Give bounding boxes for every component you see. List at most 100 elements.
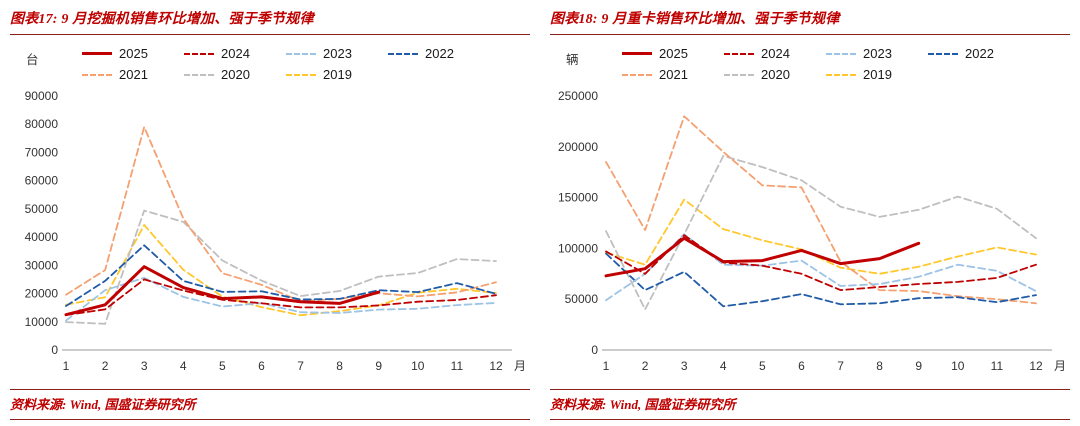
- y-axis-tick-label: 50000: [25, 202, 59, 216]
- legend-swatch-2020: [724, 73, 754, 76]
- x-axis-tick-label: 6: [798, 359, 805, 373]
- legend: 2025 2024 2023 2022 2021 2020 2019: [82, 43, 514, 85]
- legend-swatch-2024: [724, 52, 754, 55]
- y-axis-tick-label: 30000: [25, 258, 59, 272]
- x-axis-tick-label: 9: [915, 359, 922, 373]
- series-line-2023: [65, 276, 497, 322]
- y-axis-tick-label: 90000: [25, 89, 59, 103]
- legend-swatch-2025: [82, 52, 112, 55]
- panel-excavator-sales: 图表17: 9 月挖掘机销售环比增加、强于季节规律 台 2025 2024 2023…: [10, 6, 530, 420]
- series-line-2022: [65, 244, 497, 307]
- legend-swatch-2020: [184, 73, 214, 76]
- x-axis-tick-label: 6: [258, 359, 265, 373]
- legend-label: 2021: [119, 67, 148, 82]
- series-line-2021: [65, 126, 497, 303]
- x-axis-tick-label: 4: [720, 359, 727, 373]
- legend: 2025 2024 2023 2022 2021 2020 2019: [622, 43, 1054, 85]
- x-axis-unit-label: 月: [1054, 359, 1066, 373]
- legend-item-2022: 2022: [388, 43, 490, 64]
- source-note: 资料来源: Wind, 国盛证券研究所: [550, 389, 1070, 420]
- legend-label: 2019: [863, 67, 892, 82]
- x-axis-tick-label: 1: [63, 359, 70, 373]
- x-axis-tick-label: 2: [102, 359, 109, 373]
- legend-label: 2022: [965, 46, 994, 61]
- x-axis-tick-label: 4: [180, 359, 187, 373]
- x-axis-tick-label: 8: [336, 359, 343, 373]
- legend-swatch-2021: [82, 73, 112, 76]
- legend-item-2020: 2020: [184, 64, 286, 85]
- y-axis-tick-label: 80000: [25, 117, 59, 131]
- series-line-2020: [605, 155, 1037, 311]
- y-axis-tick-label: 50000: [565, 292, 599, 306]
- x-axis-tick-label: 3: [141, 359, 148, 373]
- legend-label: 2022: [425, 46, 454, 61]
- x-axis-tick-label: 7: [837, 359, 844, 373]
- series-line-2019: [65, 224, 497, 317]
- legend-item-2022: 2022: [928, 43, 1030, 64]
- legend-swatch-2019: [826, 73, 856, 76]
- legend-swatch-2023: [286, 52, 316, 55]
- legend-item-2023: 2023: [826, 43, 928, 64]
- legend-label: 2021: [659, 67, 688, 82]
- x-axis-tick-label: 5: [759, 359, 766, 373]
- legend-item-2021: 2021: [82, 64, 184, 85]
- y-axis-tick-label: 40000: [25, 230, 59, 244]
- legend-item-2024: 2024: [724, 43, 826, 64]
- series-line-2025: [64, 265, 381, 317]
- y-axis-unit-label: 辆: [566, 53, 579, 67]
- legend-swatch-2023: [826, 52, 856, 55]
- series-line-2021: [605, 115, 1037, 305]
- x-axis-tick-label: 1: [603, 359, 610, 373]
- legend-label: 2025: [119, 46, 148, 61]
- source-note: 资料来源: Wind, 国盛证券研究所: [10, 389, 530, 420]
- x-axis-tick-label: 5: [219, 359, 226, 373]
- series-line-2019: [605, 198, 1037, 275]
- legend-label: 2020: [761, 67, 790, 82]
- series-line-2025: [604, 236, 921, 278]
- y-axis-tick-label: 0: [591, 343, 598, 357]
- legend-swatch-2022: [388, 52, 418, 55]
- y-axis-tick-label: 100000: [558, 241, 598, 255]
- series-line-2024: [65, 278, 497, 316]
- legend-label: 2023: [323, 46, 352, 61]
- legend-item-2020: 2020: [724, 64, 826, 85]
- series-line-2020: [65, 209, 497, 325]
- x-axis-tick-label: 10: [411, 359, 425, 373]
- series-line-2024: [605, 234, 1037, 292]
- legend-label: 2023: [863, 46, 892, 61]
- legend-swatch-2021: [622, 73, 652, 76]
- legend-item-2024: 2024: [184, 43, 286, 64]
- legend-item-2019: 2019: [286, 64, 388, 85]
- x-axis-tick-label: 8: [876, 359, 883, 373]
- legend-item-2025: 2025: [622, 43, 724, 64]
- y-axis-tick-label: 150000: [558, 191, 598, 205]
- legend-item-2023: 2023: [286, 43, 388, 64]
- chart-title: 图表17: 9 月挖掘机销售环比增加、强于季节规律: [10, 6, 530, 35]
- y-axis-tick-label: 0: [51, 343, 58, 357]
- x-axis-tick-label: 11: [451, 359, 464, 373]
- legend-label: 2024: [221, 46, 250, 61]
- y-axis-tick-label: 20000: [25, 287, 59, 301]
- x-axis-tick-label: 11: [991, 359, 1004, 373]
- y-axis-tick-label: 10000: [25, 315, 59, 329]
- x-axis-tick-label: 10: [951, 359, 965, 373]
- legend-swatch-2022: [928, 52, 958, 55]
- legend-swatch-2024: [184, 52, 214, 55]
- y-axis-tick-label: 250000: [558, 89, 598, 103]
- x-axis-tick-label: 12: [1029, 359, 1043, 373]
- x-axis-tick-label: 2: [642, 359, 649, 373]
- x-axis-tick-label: 7: [297, 359, 304, 373]
- legend-label: 2025: [659, 46, 688, 61]
- legend-label: 2019: [323, 67, 352, 82]
- y-axis-tick-label: 70000: [25, 145, 59, 159]
- x-axis-tick-label: 12: [489, 359, 503, 373]
- series-line-2022: [605, 252, 1037, 308]
- x-axis-unit-label: 月: [514, 359, 526, 373]
- x-axis-tick-label: 9: [375, 359, 382, 373]
- legend-item-2025: 2025: [82, 43, 184, 64]
- x-axis-tick-label: 3: [681, 359, 688, 373]
- panel-heavy-truck-sales: 图表18: 9 月重卡销售环比增加、强于季节规律 辆 2025 2024 2023 2…: [540, 0, 1080, 426]
- legend-item-2019: 2019: [826, 64, 928, 85]
- y-axis-tick-label: 200000: [558, 140, 598, 154]
